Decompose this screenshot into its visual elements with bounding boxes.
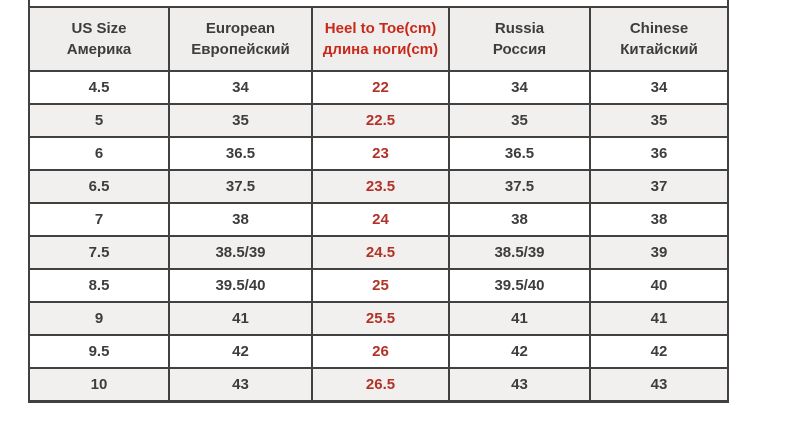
header-label-ru: Россия — [492, 41, 547, 58]
table-row: 7 38 24 38 38 — [28, 202, 730, 237]
table-cell: 25.5 — [311, 301, 450, 336]
column-header-chinese: Chinese Китайский — [588, 6, 730, 72]
table-cell: 36.5 — [168, 136, 313, 171]
table-cell: 6.5 — [28, 169, 170, 204]
table-cell: 25 — [311, 268, 450, 303]
table-cell: 6 — [28, 136, 170, 171]
table-row: 6 36.5 23 36.5 36 — [28, 136, 730, 171]
table-cell: 39.5/40 — [168, 268, 313, 303]
table-cell: 35 — [588, 103, 730, 138]
header-label-ru: Европейский — [191, 41, 290, 58]
table-cell: 34 — [448, 70, 591, 105]
table-cell: 37 — [588, 169, 730, 204]
table-cell: 22.5 — [311, 103, 450, 138]
header-label-en: Russia — [494, 20, 545, 37]
table-cell: 38 — [588, 202, 730, 237]
table-cell: 39.5/40 — [448, 268, 591, 303]
table-cell: 24 — [311, 202, 450, 237]
table-cell: 7.5 — [28, 235, 170, 270]
column-header-heel-to-toe: Heel to Toe(cm) длина ноги(cm) — [311, 6, 450, 72]
cutoff-cell — [27, 0, 730, 8]
cutoff-row-top — [27, 0, 730, 8]
table-cell: 42 — [588, 334, 730, 369]
table-cell: 37.5 — [448, 169, 591, 204]
table-cell: 9.5 — [28, 334, 170, 369]
table-cell: 7 — [28, 202, 170, 237]
table-cell: 34 — [168, 70, 313, 105]
header-label-ru: длина ноги(cm) — [322, 41, 439, 58]
table-cell: 9 — [28, 301, 170, 336]
table-cell: 23 — [311, 136, 450, 171]
table-body: 4.5 34 22 34 34 5 35 22.5 35 35 6 36.5 23 36.5 36 6.5 37… — [28, 70, 730, 402]
table-cell: 4.5 — [28, 70, 170, 105]
table-cell: 36 — [588, 136, 730, 171]
column-header-russia: Russia Россия — [448, 6, 591, 72]
table-cell: 23.5 — [311, 169, 450, 204]
table-cell: 43 — [448, 367, 591, 402]
column-header-european: European Европейский — [168, 6, 313, 72]
table-cell: 5 — [28, 103, 170, 138]
table-cell: 8.5 — [28, 268, 170, 303]
table-cell: 40 — [588, 268, 730, 303]
table-cell: 43 — [588, 367, 730, 402]
table-cell: 41 — [588, 301, 730, 336]
table-cell: 42 — [168, 334, 313, 369]
table-cell: 38.5/39 — [168, 235, 313, 270]
table-cell: 36.5 — [448, 136, 591, 171]
header-label-en: European — [205, 20, 276, 37]
table-cell: 38.5/39 — [448, 235, 591, 270]
table-cell: 35 — [168, 103, 313, 138]
table-row: 4.5 34 22 34 34 — [28, 70, 730, 105]
table-row: 8.5 39.5/40 25 39.5/40 40 — [28, 268, 730, 303]
table-row: 5 35 22.5 35 35 — [28, 103, 730, 138]
table-cell: 43 — [168, 367, 313, 402]
table-cell: 41 — [448, 301, 591, 336]
table-cell: 24.5 — [311, 235, 450, 270]
table-cell: 39 — [588, 235, 730, 270]
header-label-en: Chinese — [629, 20, 689, 37]
table-row: 9.5 42 26 42 42 — [28, 334, 730, 369]
table-cell: 26.5 — [311, 367, 450, 402]
table-row: 7.5 38.5/39 24.5 38.5/39 39 — [28, 235, 730, 270]
table-cell: 26 — [311, 334, 450, 369]
table-cell: 37.5 — [168, 169, 313, 204]
table-row: 10 43 26.5 43 43 — [28, 367, 730, 402]
header-label-ru: Китайский — [620, 41, 698, 58]
column-header-us-size: US Size Америка — [28, 6, 170, 72]
header-label-en: Heel to Toe(cm) — [324, 20, 437, 37]
table-cell: 38 — [168, 202, 313, 237]
table-cell: 41 — [168, 301, 313, 336]
table-row: 6.5 37.5 23.5 37.5 37 — [28, 169, 730, 204]
table-cell: 35 — [448, 103, 591, 138]
table-row: 9 41 25.5 41 41 — [28, 301, 730, 336]
table-cell: 34 — [588, 70, 730, 105]
header-label-ru: Америка — [66, 41, 132, 58]
table-header-row: US Size Америка European Европейский Hee… — [28, 6, 730, 72]
table-cell: 10 — [28, 367, 170, 402]
table-cell: 38 — [448, 202, 591, 237]
table-cell: 42 — [448, 334, 591, 369]
table-cell: 22 — [311, 70, 450, 105]
shoe-size-conversion-table: US Size Америка European Европейский Hee… — [27, 0, 730, 403]
header-label-en: US Size — [71, 20, 127, 37]
